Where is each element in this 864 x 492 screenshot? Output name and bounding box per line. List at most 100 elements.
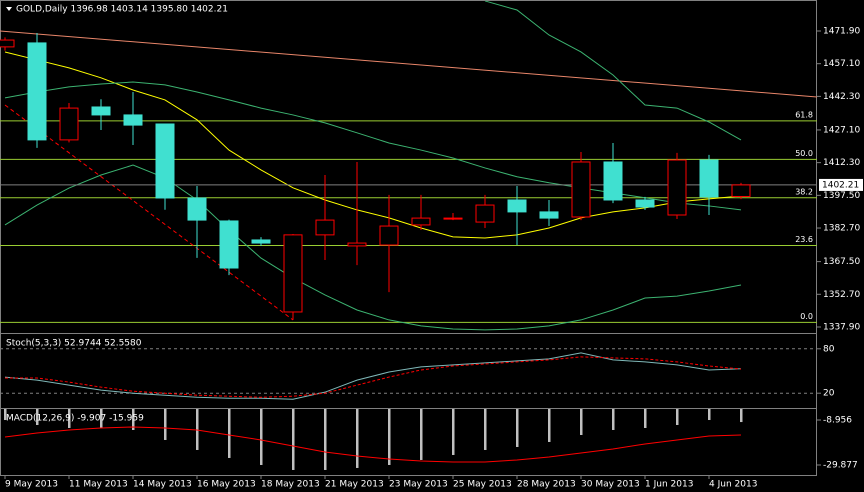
panel-title: MACD(12,26,9) -9.907 -15.959 <box>6 414 144 424</box>
candle-body <box>635 199 655 208</box>
candle-body <box>539 211 559 219</box>
candle-body <box>731 184 751 197</box>
price-panel: 61.8 50.0 38.2 23.6 0.0 <box>0 0 817 331</box>
candle-body <box>91 106 111 116</box>
macd-bar <box>676 409 679 425</box>
candle-body <box>0 39 15 48</box>
candle-body <box>699 159 719 198</box>
y-tick-label: 1442.30 <box>823 92 860 102</box>
candle-body <box>219 220 239 269</box>
macd-bar <box>516 409 519 447</box>
x-tick-label: 4 Jun 2013 <box>709 480 757 490</box>
y-tick-label: 1337.90 <box>823 322 860 332</box>
panel-title: Stoch(5,3,3) 52.9744 52.5580 <box>6 339 142 349</box>
indicator-line <box>484 0 742 141</box>
macd-bar <box>356 409 359 468</box>
y-tick-label: 80 <box>823 344 835 354</box>
fib-label: 38.2 <box>795 187 813 196</box>
x-tick-label: 1 Jun 2013 <box>645 480 693 490</box>
macd-bar <box>612 409 615 430</box>
y-tick-label: -29.877 <box>823 460 858 470</box>
macd-bar <box>132 409 135 430</box>
y-tick-label: 1352.70 <box>823 290 860 300</box>
macd-bar <box>484 409 487 450</box>
fib-label: 23.6 <box>795 235 813 244</box>
candle-body <box>283 234 303 313</box>
macd-bar <box>4 409 7 421</box>
stoch-line <box>5 356 742 398</box>
macd-panel <box>4 409 743 470</box>
x-tick-label: 14 May 2013 <box>133 480 192 490</box>
fib-label: 50.0 <box>795 149 813 158</box>
indicator-line <box>4 164 742 331</box>
candle-body <box>475 204 495 223</box>
macd-bar <box>420 409 423 460</box>
candle-body <box>27 42 47 141</box>
candle-body <box>251 239 271 244</box>
candle-body <box>443 217 463 220</box>
trendline <box>4 104 294 321</box>
macd-bar <box>228 409 231 458</box>
macd-bar <box>548 409 551 442</box>
macd-bar <box>292 409 295 470</box>
candle-body <box>347 242 367 247</box>
x-tick-label: 25 May 2013 <box>453 480 512 490</box>
y-tick-label: 1397.50 <box>823 191 860 201</box>
candle-body <box>603 161 623 201</box>
bid-label-box <box>819 178 863 191</box>
macd-bar <box>100 409 103 428</box>
x-tick-label: 16 May 2013 <box>197 480 256 490</box>
macd-bar <box>388 409 391 465</box>
candle-body <box>411 217 431 226</box>
plot-frame <box>0 0 817 476</box>
macd-bar <box>452 409 455 455</box>
candle-body <box>571 161 591 218</box>
x-tick-label: 9 May 2013 <box>5 480 58 490</box>
x-tick-label: 18 May 2013 <box>261 480 320 490</box>
axes: 1471.90 1457.10 1442.30 1427.10 1412.30 1397.… <box>4 5 863 490</box>
y-tick-label: 1471.90 <box>823 26 860 36</box>
macd-bar <box>740 409 743 423</box>
candle-body <box>667 159 687 216</box>
stoch-line <box>4 352 742 400</box>
candle-body <box>507 199 527 213</box>
macd-bar <box>164 409 167 440</box>
macd-bar <box>36 409 39 425</box>
macd-bar <box>324 409 327 470</box>
panel-title: GOLD,Daily 1396.98 1403.14 1395.80 1402.… <box>16 5 228 15</box>
y-tick-label: 1382.70 <box>823 224 860 234</box>
macd-bar <box>68 409 71 428</box>
indicator-line <box>4 81 742 211</box>
fib-label: 61.8 <box>795 110 813 119</box>
candle-body <box>155 123 175 199</box>
x-tick-label: 30 May 2013 <box>581 480 640 490</box>
y-tick-label: 20 <box>823 389 835 399</box>
candle-body <box>187 197 207 221</box>
menu-arrow[interactable] <box>6 7 12 11</box>
x-tick-label: 28 May 2013 <box>517 480 576 490</box>
macd-bar <box>260 409 263 465</box>
candle-body <box>379 225 399 246</box>
y-tick-label: 1457.10 <box>823 59 860 69</box>
signal-line <box>4 426 742 463</box>
y-tick-label: 1412.30 <box>823 158 860 168</box>
y-tick-label: -8.956 <box>823 416 852 426</box>
candle-body <box>59 107 79 141</box>
x-tick-label: 23 May 2013 <box>389 480 448 490</box>
fib-label: 0.0 <box>800 312 813 321</box>
trendline <box>0 30 817 98</box>
candle-body <box>123 114 143 126</box>
stoch-panel <box>0 348 817 400</box>
macd-bar <box>196 409 199 450</box>
candle-body <box>315 219 335 236</box>
macd-bar <box>644 409 647 428</box>
y-tick-label: 1367.50 <box>823 257 860 267</box>
macd-bar <box>580 409 583 435</box>
macd-bar <box>708 409 711 421</box>
x-tick-label: 21 May 2013 <box>325 480 384 490</box>
y-tick-label: 1427.10 <box>823 125 860 135</box>
x-tick-label: 11 May 2013 <box>69 480 128 490</box>
bid-label: 1402.21 <box>822 180 859 190</box>
indicator-line <box>4 51 742 239</box>
